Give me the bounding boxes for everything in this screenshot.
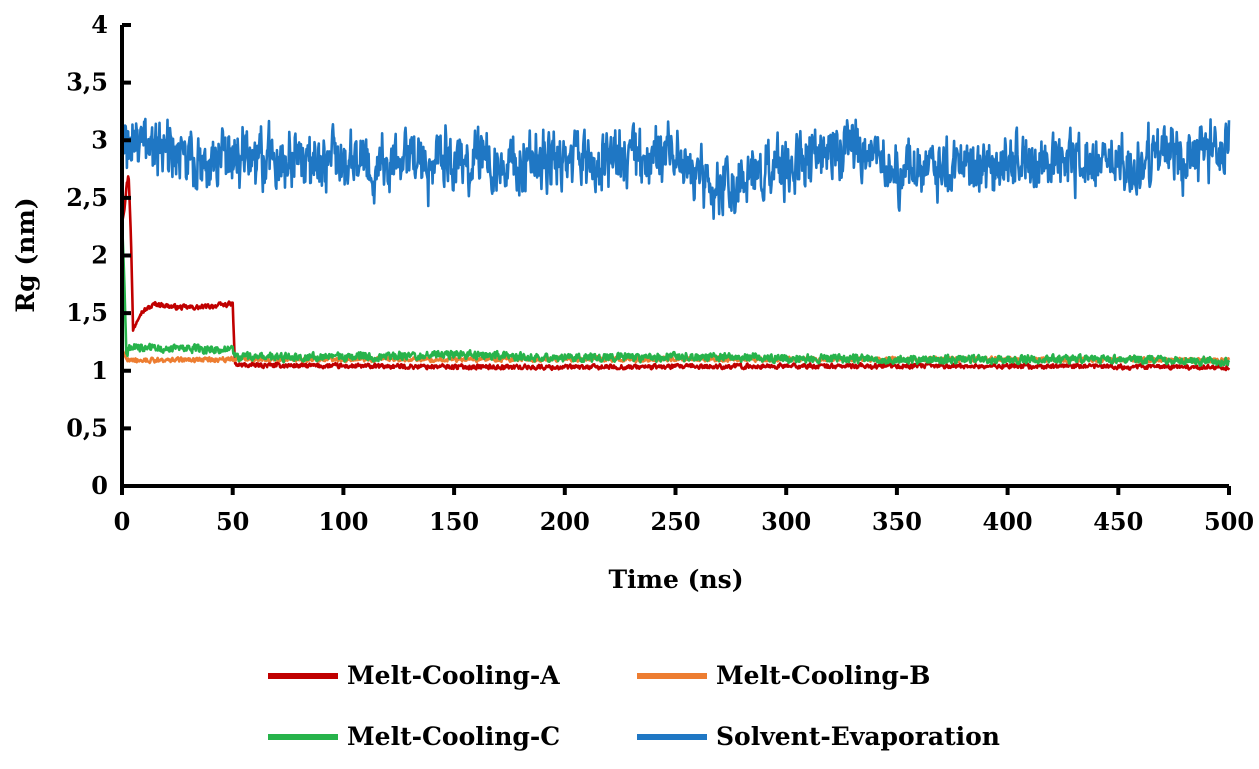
y-tick-label: 0,5 — [66, 413, 108, 442]
x-tick-label: 150 — [429, 507, 479, 536]
y-tick-label: 3,5 — [66, 68, 108, 97]
y-tick-label: 2 — [91, 241, 108, 270]
y-tick-label: 0 — [91, 471, 108, 500]
x-tick-label: 300 — [761, 507, 811, 536]
x-axis-title: Time (ns) — [608, 565, 743, 594]
y-axis-title: Rg (nm) — [11, 197, 40, 312]
legend: Melt-Cooling-A Melt-Cooling-B Melt-Cooling… — [268, 661, 1000, 751]
x-tick-label: 200 — [540, 507, 590, 536]
x-tick-label: 250 — [650, 507, 700, 536]
x-tick-label: 500 — [1204, 507, 1254, 536]
x-tick-label: 400 — [983, 507, 1033, 536]
legend-label-2: Melt-Cooling-B — [716, 661, 930, 690]
legend-label-4: Solvent-Evaporation — [716, 722, 1000, 751]
x-tick-label: 450 — [1093, 507, 1143, 536]
y-tick-label: 3 — [91, 125, 108, 154]
legend-label-1: Melt-Cooling-A — [347, 661, 560, 690]
x-tick-label: 350 — [872, 507, 922, 536]
axes-group: 0 0,5 1 1,5 2 2,5 3 3,5 4 0 50 100 150 200 250 300 350 40… — [66, 10, 1254, 536]
y-tick-label: 4 — [91, 10, 108, 39]
series-line-4 — [120, 117, 1231, 220]
x-tick-label: 100 — [318, 507, 368, 536]
x-tick-label: 0 — [114, 507, 131, 536]
legend-label-3: Melt-Cooling-C — [347, 722, 560, 751]
y-tick-label: 2,5 — [66, 183, 108, 212]
y-tick-label: 1 — [91, 356, 108, 385]
x-tick-label: 50 — [216, 507, 249, 536]
series-line-3 — [120, 221, 1231, 368]
series-line-1 — [120, 175, 1231, 372]
plot-series-group — [120, 117, 1231, 372]
y-tick-label: 1,5 — [66, 298, 108, 327]
